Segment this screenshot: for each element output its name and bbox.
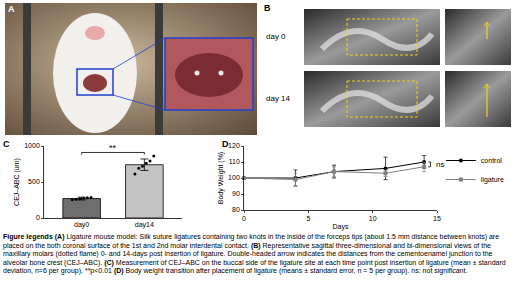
html-text:Figure legends (A) Ligature mo: Figure legends (A) Ligature mouse model:… (3, 233, 506, 275)
html-text:B: B (264, 3, 271, 13)
svg-text:10: 10 (369, 215, 377, 222)
html-text:C: C (3, 139, 10, 149)
svg-text:5: 5 (306, 215, 310, 222)
svg-text:Body Weight (%): Body Weight (%) (217, 152, 225, 204)
svg-text:control: control (481, 157, 502, 164)
svg-text:Days: Days (333, 223, 349, 231)
svg-text:100: 100 (228, 174, 240, 181)
svg-text:110: 110 (229, 158, 240, 165)
html-text:D: D (222, 139, 229, 149)
html-text:day 0: day 0 (266, 32, 286, 41)
svg-text:15: 15 (433, 215, 441, 222)
svg-text:120: 120 (228, 142, 240, 149)
html-text:day 14: day 14 (266, 94, 290, 103)
svg-text:0: 0 (36, 214, 40, 221)
svg-text:1000: 1000 (24, 142, 40, 149)
svg-text:CEJ–ABC (um): CEJ–ABC (um) (13, 158, 21, 206)
svg-text:90: 90 (232, 190, 240, 197)
svg-text:**: ** (109, 143, 117, 153)
svg-text:day0: day0 (74, 221, 89, 229)
html-text:A: A (8, 4, 15, 14)
svg-text:ligature: ligature (481, 176, 504, 184)
svg-text:day14: day14 (135, 221, 154, 229)
svg-text:0: 0 (242, 215, 246, 222)
svg-text:ns: ns (436, 160, 444, 169)
svg-text:500: 500 (28, 178, 40, 185)
svg-text:80: 80 (232, 206, 240, 213)
